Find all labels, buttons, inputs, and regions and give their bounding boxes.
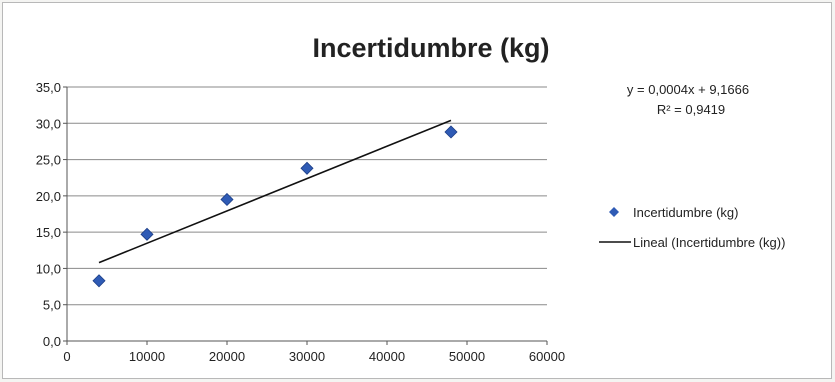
scatter-chart: Incertidumbre (kg) 0,0 5,0 10,0 15,0 20,0 25,… (36, 33, 786, 364)
data-points (92, 125, 458, 288)
data-point (140, 227, 154, 241)
legend-item-trendline: Lineal (Incertidumbre (kg)) (599, 235, 785, 250)
chart-title: Incertidumbre (kg) (312, 33, 549, 63)
x-tick-label: 20000 (209, 349, 245, 364)
x-tick-label: 40000 (369, 349, 405, 364)
x-tick-label: 0 (63, 349, 70, 364)
trendline (98, 119, 452, 264)
r-squared-label: R² = 0,9419 (657, 102, 725, 117)
y-tick-label: 30,0 (36, 116, 61, 131)
legend: Incertidumbre (kg) Lineal (Incertidumbre… (599, 205, 785, 250)
y-tick-labels: 0,0 5,0 10,0 15,0 20,0 25,0 30,0 35,0 (36, 80, 61, 349)
x-tick-label: 10000 (129, 349, 165, 364)
x-tick-label: 50000 (449, 349, 485, 364)
y-tick-label: 5,0 (43, 298, 61, 313)
x-tick-label: 60000 (529, 349, 565, 364)
data-point (444, 125, 458, 139)
x-tick-labels: 0 10000 20000 30000 40000 50000 60000 (63, 349, 565, 364)
y-tick-label: 0,0 (43, 334, 61, 349)
legend-label-trendline: Lineal (Incertidumbre (kg)) (633, 235, 785, 250)
y-tick-label: 25,0 (36, 153, 61, 168)
data-point (220, 192, 234, 207)
y-tick-label: 10,0 (36, 261, 61, 276)
y-tick-label: 15,0 (36, 225, 61, 240)
gridlines (67, 86, 547, 306)
data-point (92, 274, 106, 288)
legend-item-scatter: Incertidumbre (kg) (609, 205, 738, 220)
axes (63, 86, 548, 345)
y-tick-label: 35,0 (36, 80, 61, 95)
trendline-segment (98, 119, 452, 264)
y-tick-label: 20,0 (36, 189, 61, 204)
legend-label-scatter: Incertidumbre (kg) (633, 205, 738, 220)
trendline-equation: y = 0,0004x + 9,1666 (627, 82, 749, 97)
legend-diamond-marker (609, 207, 619, 217)
data-point (300, 161, 314, 175)
x-tick-label: 30000 (289, 349, 325, 364)
